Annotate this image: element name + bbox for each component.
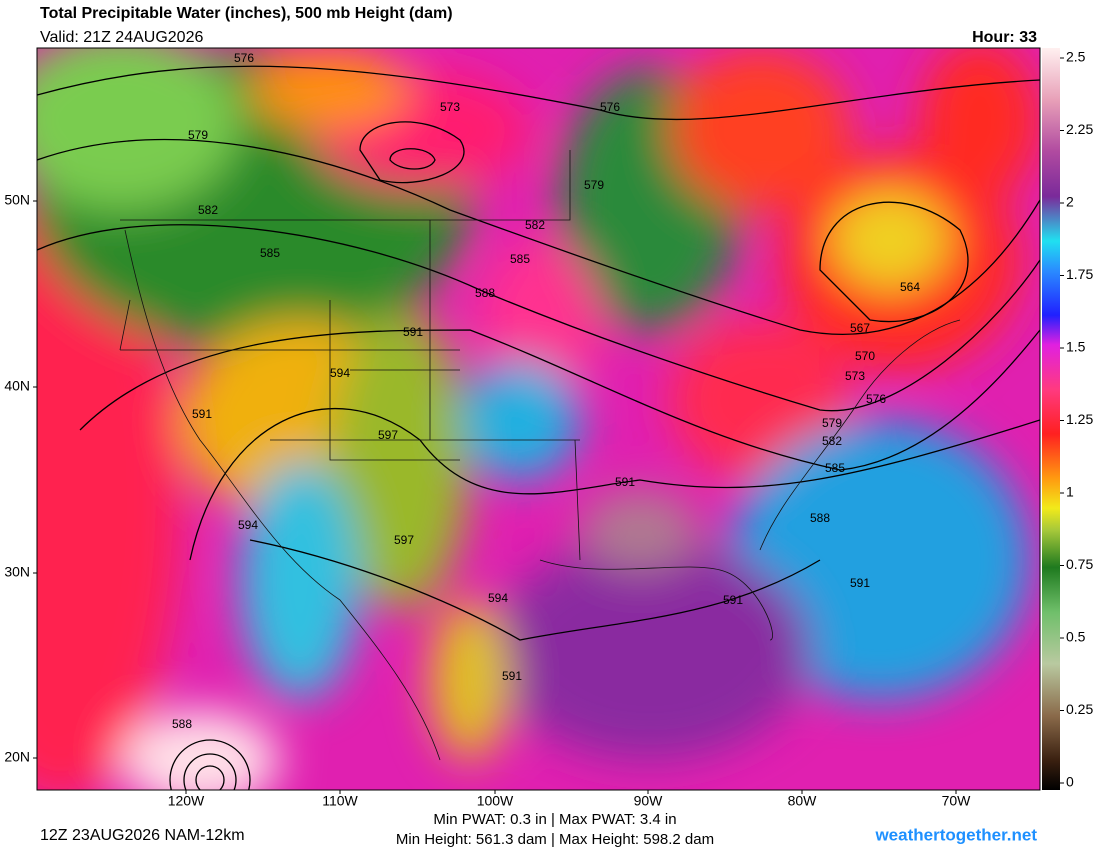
valid-time: Valid: 21Z 24AUG2026: [40, 29, 203, 46]
contour-label: 570: [855, 349, 875, 363]
lon-label: 70W: [942, 793, 972, 809]
lon-label: 120W: [168, 793, 205, 809]
lat-label: 40N: [4, 378, 30, 394]
contour-label: 588: [475, 286, 495, 300]
lon-label: 100W: [477, 793, 514, 809]
colorbar-label: 0: [1066, 774, 1074, 790]
contour-label: 585: [260, 246, 280, 260]
lat-label: 30N: [4, 564, 30, 580]
colorbar-label: 1.25: [1066, 411, 1093, 427]
contour-label: 594: [330, 366, 350, 380]
forecast-hour: Hour: 33: [972, 29, 1037, 46]
colorbar-label: 1: [1066, 484, 1074, 500]
contour-label: 585: [825, 461, 845, 475]
colorbar-label: 0.5: [1066, 629, 1086, 645]
contour-label: 591: [615, 475, 635, 489]
contour-label: 591: [723, 593, 743, 607]
contour-label: 594: [238, 518, 258, 532]
contour-label: 597: [394, 533, 414, 547]
contour-label: 588: [810, 511, 830, 525]
contour-label: 591: [192, 407, 212, 421]
title: Total Precipitable Water (inches), 500 m…: [40, 5, 453, 22]
contour-label: 573: [845, 369, 865, 383]
contour-label: 582: [822, 434, 842, 448]
site-credit: weathertogether.net: [874, 825, 1037, 844]
colorbar-label: 0.25: [1066, 701, 1093, 717]
contour-label: 579: [188, 128, 208, 142]
lon-label: 90W: [634, 793, 664, 809]
lat-label: 20N: [4, 749, 30, 765]
contour-label: 579: [584, 178, 604, 192]
contour-label: 582: [198, 203, 218, 217]
lon-label: 80W: [788, 793, 818, 809]
contour-label: 582: [525, 218, 545, 232]
contour-label: 591: [850, 576, 870, 590]
contour-label: 573: [440, 100, 460, 114]
contour-label: 576: [866, 392, 886, 406]
lon-label: 110W: [322, 793, 358, 809]
contour-label: 567: [850, 321, 870, 335]
contour-label: 591: [403, 325, 423, 339]
model-run: 12Z 23AUG2026 NAM-12km: [40, 827, 245, 844]
contour-label: 594: [488, 591, 508, 605]
contour-label: 597: [378, 428, 398, 442]
contour-label: 591: [502, 669, 522, 683]
colorbar-label: 2.5: [1066, 49, 1086, 65]
colorbar-label: 1.5: [1066, 339, 1086, 355]
colorbar-label: 2.25: [1066, 121, 1093, 137]
colorbar-label: 0.75: [1066, 556, 1093, 572]
contour-label: 576: [600, 100, 620, 114]
height-range: Min Height: 561.3 dam | Max Height: 598.…: [396, 831, 714, 848]
contour-label: 564: [900, 280, 920, 294]
contour-label: 579: [822, 416, 842, 430]
colorbar-label: 2: [1066, 194, 1074, 210]
colorbar-label: 1.75: [1066, 266, 1093, 282]
contour-label: 576: [234, 51, 254, 65]
map: [37, 48, 1040, 790]
contour-label: 585: [510, 252, 530, 266]
pwat-range: Min PWAT: 0.3 in | Max PWAT: 3.4 in: [433, 811, 676, 828]
map-frame: [36, 47, 1041, 791]
contour-label: 588: [172, 717, 192, 731]
lat-label: 50N: [4, 192, 30, 208]
colorbar: [1042, 48, 1060, 790]
